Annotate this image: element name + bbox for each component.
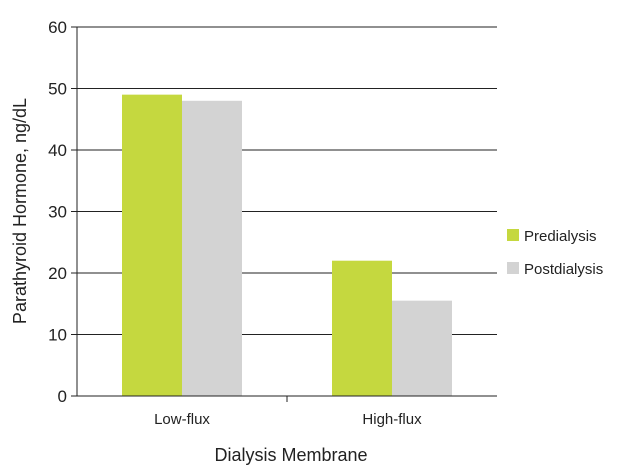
y-tick-label: 10 xyxy=(48,326,67,345)
x-category-label: Low-flux xyxy=(154,411,210,428)
y-tick-label: 50 xyxy=(48,80,67,99)
legend: Predialysis Postdialysis xyxy=(507,228,603,278)
bar-predialysis-low-flux xyxy=(122,94,182,397)
y-tick-label: 0 xyxy=(58,387,67,406)
y-tick-label: 20 xyxy=(48,264,67,283)
legend-swatch-postdialysis xyxy=(507,262,519,274)
y-axis-title: Parathyroid Hormone, ng/dL xyxy=(10,98,30,324)
x-category-labels: Low-flux High-flux xyxy=(154,396,422,428)
x-axis-title: Dialysis Membrane xyxy=(214,445,367,465)
bars xyxy=(122,94,452,397)
bar-postdialysis-high-flux xyxy=(392,300,452,396)
y-tick-labels: 0 10 20 30 40 50 60 xyxy=(48,18,67,406)
bar-postdialysis-low-flux xyxy=(182,100,242,397)
y-tick-label: 40 xyxy=(48,141,67,160)
legend-swatch-predialysis xyxy=(507,229,519,241)
y-tick-label: 60 xyxy=(48,18,67,37)
x-category-label: High-flux xyxy=(362,411,422,428)
legend-label-postdialysis: Postdialysis xyxy=(524,261,603,278)
y-tick-label: 30 xyxy=(48,203,67,222)
bar-predialysis-high-flux xyxy=(332,260,392,396)
legend-label-predialysis: Predialysis xyxy=(524,228,597,245)
